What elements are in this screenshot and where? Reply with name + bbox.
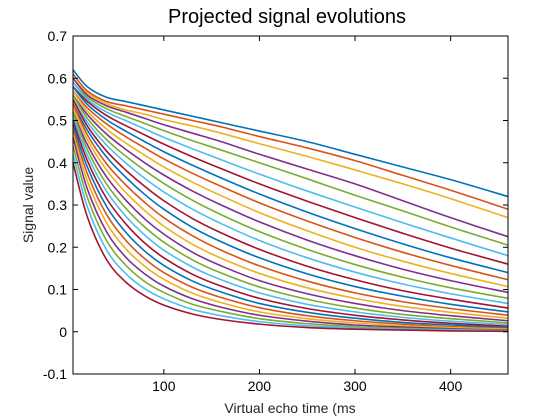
series-line-6 (72, 81, 509, 257)
series-line-20 (72, 115, 509, 326)
series-line-26 (72, 145, 509, 332)
series-line-27 (72, 154, 509, 332)
series-line-8 (72, 86, 509, 274)
series-line-16 (72, 103, 509, 317)
series-line-22 (72, 124, 509, 329)
y-tick-label: 0 (59, 324, 67, 340)
series-line-25 (72, 137, 509, 331)
y-axis-label: Signal value (20, 167, 36, 243)
x-tick-label: 200 (248, 378, 272, 394)
series-line-11 (72, 94, 509, 294)
y-tick-label: 0.4 (48, 155, 68, 171)
series-line-3 (72, 77, 509, 219)
series-line-15 (72, 103, 509, 313)
series-line-10 (72, 90, 509, 288)
y-tick-label: 0.1 (48, 282, 68, 298)
chart-title: Projected signal evolutions (168, 6, 406, 28)
y-tick-label: 0.5 (48, 113, 68, 129)
series-line-13 (72, 98, 509, 305)
series-line-28 (72, 162, 509, 333)
series-line-4 (72, 77, 509, 238)
series-line-24 (72, 132, 509, 331)
series-line-7 (72, 86, 509, 265)
series-line-2 (72, 73, 509, 210)
y-tick-label: 0.3 (48, 197, 68, 213)
series-line-5 (72, 81, 509, 246)
y-tick-label: 0.7 (48, 28, 68, 44)
series-line-9 (72, 90, 509, 281)
x-axis-label: Virtual echo time (ms (224, 400, 355, 416)
x-tick-label: 400 (439, 378, 463, 394)
series-line-23 (72, 128, 509, 330)
y-tick-label: 0.2 (48, 239, 68, 255)
series-line-21 (72, 120, 509, 328)
series-line-12 (72, 94, 509, 300)
series-group (72, 69, 509, 333)
series-line-17 (72, 107, 509, 320)
x-tick-label: 300 (343, 378, 367, 394)
series-line-18 (72, 111, 509, 322)
y-axis: -0.1 0 0.1 0.2 0.3 0.4 0.5 0.6 0.7 (43, 28, 508, 382)
series-line-14 (72, 98, 509, 309)
y-tick-label: -0.1 (43, 366, 67, 382)
x-axis: 100 200 300 400 (152, 36, 463, 394)
series-line-1 (72, 69, 509, 198)
x-tick-label: 100 (152, 378, 176, 394)
y-tick-label: 0.6 (48, 70, 68, 86)
series-line-19 (72, 111, 509, 324)
